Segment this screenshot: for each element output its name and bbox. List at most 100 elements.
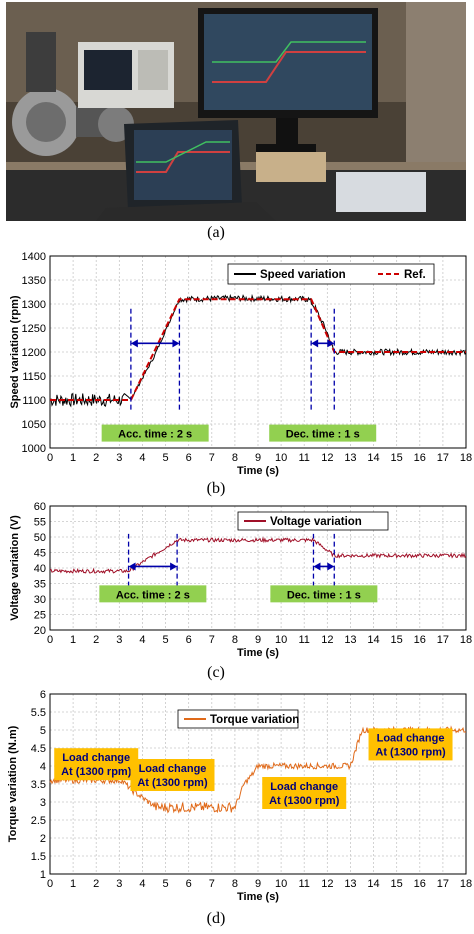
y-tick-label: 50: [34, 532, 46, 544]
legend-box: [177, 709, 299, 729]
x-tick-label: 12: [321, 634, 333, 646]
x-tick-label: 10: [275, 878, 287, 890]
speed-chart: 0 1 2 3 4 5 6 7 8 9 10 11 12 13 14 15 16 17 18100010501100…: [9, 251, 472, 477]
caption-c: (c): [207, 664, 225, 681]
y-axis-label: Voltage variation (V): [9, 515, 21, 621]
lab-setup-illustration: [6, 2, 466, 221]
x-tick-label: 10: [275, 634, 287, 646]
annotation-box: [269, 424, 377, 442]
y-tick-label: 5.5: [31, 707, 46, 719]
x-tick-label: 1: [70, 878, 76, 890]
y-tick-label: 4: [40, 761, 46, 773]
annotation-box: [130, 759, 215, 791]
x-tick-label: 11: [299, 878, 310, 890]
x-tick-label: 8: [232, 452, 238, 464]
y-tick-label: 3: [40, 797, 46, 809]
x-tick-label: 14: [367, 878, 379, 890]
y-tick-label: 20: [34, 625, 46, 637]
y-tick-label: 1300: [22, 299, 46, 311]
y-tick-label: 45: [34, 548, 46, 560]
y-tick-label: 1050: [22, 419, 46, 431]
lab-setup-photo: [6, 2, 466, 221]
arrow-head: [130, 339, 138, 348]
x-tick-label: 18: [460, 878, 472, 890]
annotation-label: At (1300 rpm): [375, 746, 446, 758]
annotation-box: [262, 777, 347, 809]
x-tick-label: 1: [70, 634, 76, 646]
annotation-box: [101, 424, 209, 442]
arrow-head: [170, 562, 178, 571]
series-line-voltage-variation: [49, 536, 467, 574]
y-axis-label: Speed variation (rpm): [9, 295, 21, 408]
legend-entry: Ref.: [404, 269, 426, 281]
x-tick-label: 13: [344, 878, 356, 890]
y-tick-label: 1250: [22, 323, 46, 335]
x-tick-label: 8: [232, 634, 238, 646]
annotation-label: Acc. time : 2 s: [118, 429, 192, 441]
x-tick-label: 5: [162, 878, 168, 890]
arrow-head: [172, 339, 180, 348]
x-tick-label: 17: [437, 452, 449, 464]
x-tick-label: 16: [414, 878, 426, 890]
x-axis-label: Time (s): [237, 465, 279, 477]
annotation-box: [54, 748, 139, 781]
x-tick-label: 18: [460, 634, 472, 646]
caption-a: (a): [207, 224, 225, 241]
annotation-box: [270, 585, 378, 603]
x-tick-label: 11: [299, 634, 310, 646]
x-tick-label: 14: [367, 634, 379, 646]
y-tick-label: 1200: [22, 347, 46, 359]
y-tick-label: 5: [40, 725, 46, 737]
x-tick-label: 13: [344, 634, 356, 646]
arrow-head: [327, 339, 335, 348]
x-tick-label: 2: [93, 634, 99, 646]
annotation-label: At (1300 rpm): [269, 795, 340, 807]
x-tick-label: 4: [139, 452, 145, 464]
x-tick-label: 8: [232, 878, 238, 890]
x-tick-label: 3: [116, 634, 122, 646]
x-tick-label: 4: [139, 878, 145, 890]
annotation-label: At (1300 rpm): [137, 777, 208, 789]
x-tick-label: 6: [186, 452, 192, 464]
y-tick-label: 1: [40, 869, 46, 881]
x-tick-label: 15: [391, 634, 403, 646]
x-tick-label: 2: [93, 878, 99, 890]
x-axis-label: Time (s): [237, 891, 279, 903]
x-tick-label: 13: [344, 452, 356, 464]
x-tick-label: 7: [209, 452, 215, 464]
x-tick-label: 5: [162, 452, 168, 464]
annotation-label: Load change: [62, 752, 130, 764]
caption-b: (b): [206, 480, 226, 497]
x-tick-label: 14: [367, 452, 379, 464]
x-tick-label: 17: [437, 634, 449, 646]
x-tick-label: 12: [321, 878, 333, 890]
annotation-label: Load change: [270, 781, 338, 793]
x-tick-label: 7: [209, 634, 215, 646]
y-tick-label: 40: [34, 563, 46, 575]
x-tick-label: 9: [255, 878, 261, 890]
series-line-ref-: [50, 298, 466, 401]
y-tick-label: 1350: [22, 275, 46, 287]
x-tick-label: 10: [275, 452, 287, 464]
y-tick-label: 1150: [22, 371, 46, 383]
x-axis-label: Time (s): [237, 647, 279, 659]
x-tick-label: 17: [437, 878, 449, 890]
x-tick-label: 0: [47, 452, 53, 464]
y-tick-label: 55: [34, 517, 46, 529]
x-tick-label: 4: [139, 634, 145, 646]
x-tick-label: 15: [391, 452, 403, 464]
y-tick-label: 2: [40, 833, 46, 845]
x-tick-label: 9: [255, 634, 261, 646]
annotation-label: Load change: [377, 732, 445, 744]
x-tick-label: 7: [209, 878, 215, 890]
y-tick-label: 60: [34, 502, 46, 513]
plot-frame: [49, 505, 467, 631]
x-tick-label: 3: [116, 452, 122, 464]
x-tick-label: 6: [186, 878, 192, 890]
y-tick-label: 1.5: [31, 851, 46, 863]
x-tick-label: 9: [255, 452, 261, 464]
torque-chart: 0 1 2 3 4 5 6 7 8 9 10 11 12 13 14 15 16 17 1811.522.533.5…: [7, 689, 472, 903]
x-tick-label: 12: [321, 452, 333, 464]
y-tick-label: 1400: [22, 251, 46, 263]
legend-entry: Torque variation: [210, 714, 299, 726]
